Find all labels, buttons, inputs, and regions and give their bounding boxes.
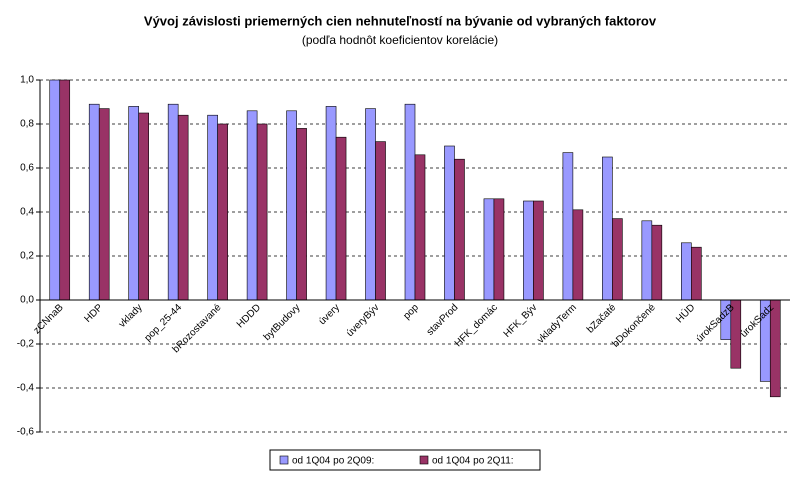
bar [651,224,663,301]
bar [128,106,139,301]
bar [286,110,297,301]
bar [533,200,544,301]
x-tick-label: zCNnaB [32,302,66,336]
bar [88,103,100,301]
y-tick-label: 0,4 [20,207,34,218]
bar [691,246,702,301]
bar [167,103,179,301]
x-tick-label: HDDD [235,302,263,330]
chart-subtitle: (podľa hodnôt koeficientov korelácie) [302,33,498,47]
bar [483,198,495,301]
x-tick-label: HFK_domác [453,302,500,349]
bar [375,141,386,301]
chart-title: Vývoj závislosti priemerných cien nehnut… [144,13,657,28]
x-tick-label: bytBudovy [262,302,303,343]
x-tick-label: pop_25-44 [143,302,185,344]
bar [246,110,258,301]
x-tick-label: vklady [117,302,145,330]
y-tick-label: -0,6 [17,427,35,438]
bar [207,114,218,301]
bar [365,108,376,301]
bar [325,106,337,301]
y-tick-label: 0,8 [20,119,34,130]
legend-label: od 1Q04 po 2Q09: [292,456,374,467]
bar [49,79,61,301]
bar [612,218,623,301]
legend-swatch [419,455,429,465]
bar [414,154,426,301]
y-tick-label: 0,6 [20,163,34,174]
x-tick-label: bDokončené [610,302,658,350]
legend-box [269,449,541,471]
bar [769,299,781,398]
x-tick-label: HÚD [673,301,698,326]
x-tick-label: vkladyTerm [535,302,579,346]
bar [681,242,692,301]
y-tick-label: 0,2 [20,251,34,262]
bar [444,145,455,301]
bar [296,128,307,301]
bar [641,220,653,301]
y-tick-label: 1,0 [20,75,34,86]
bar [493,198,505,301]
bar [138,112,149,301]
bar [404,103,416,301]
y-tick-label: -0,2 [17,339,35,350]
x-tick-label: pop [401,302,421,322]
bar [59,79,71,301]
x-tick-label: úveryBýv [345,302,382,339]
legend-swatch [279,455,289,465]
x-tick-label: stavProd [425,302,461,338]
bar [177,114,189,301]
y-tick-label: -0,4 [17,383,35,394]
bar [572,209,584,301]
bar [562,152,574,301]
bar [335,136,347,301]
x-tick-label: úvery [317,302,342,327]
bar [256,123,268,301]
bar [523,200,534,301]
bar [602,156,613,301]
bar [98,108,110,301]
x-tick-label: HFK_Býv [502,302,540,340]
x-tick-label: HDP [82,302,105,325]
legend-label: od 1Q04 po 2Q11: [432,456,514,467]
y-tick-label: 0,0 [20,295,34,306]
bar [454,158,465,301]
x-tick-label: bZačaté [585,302,619,336]
bar [217,123,228,301]
